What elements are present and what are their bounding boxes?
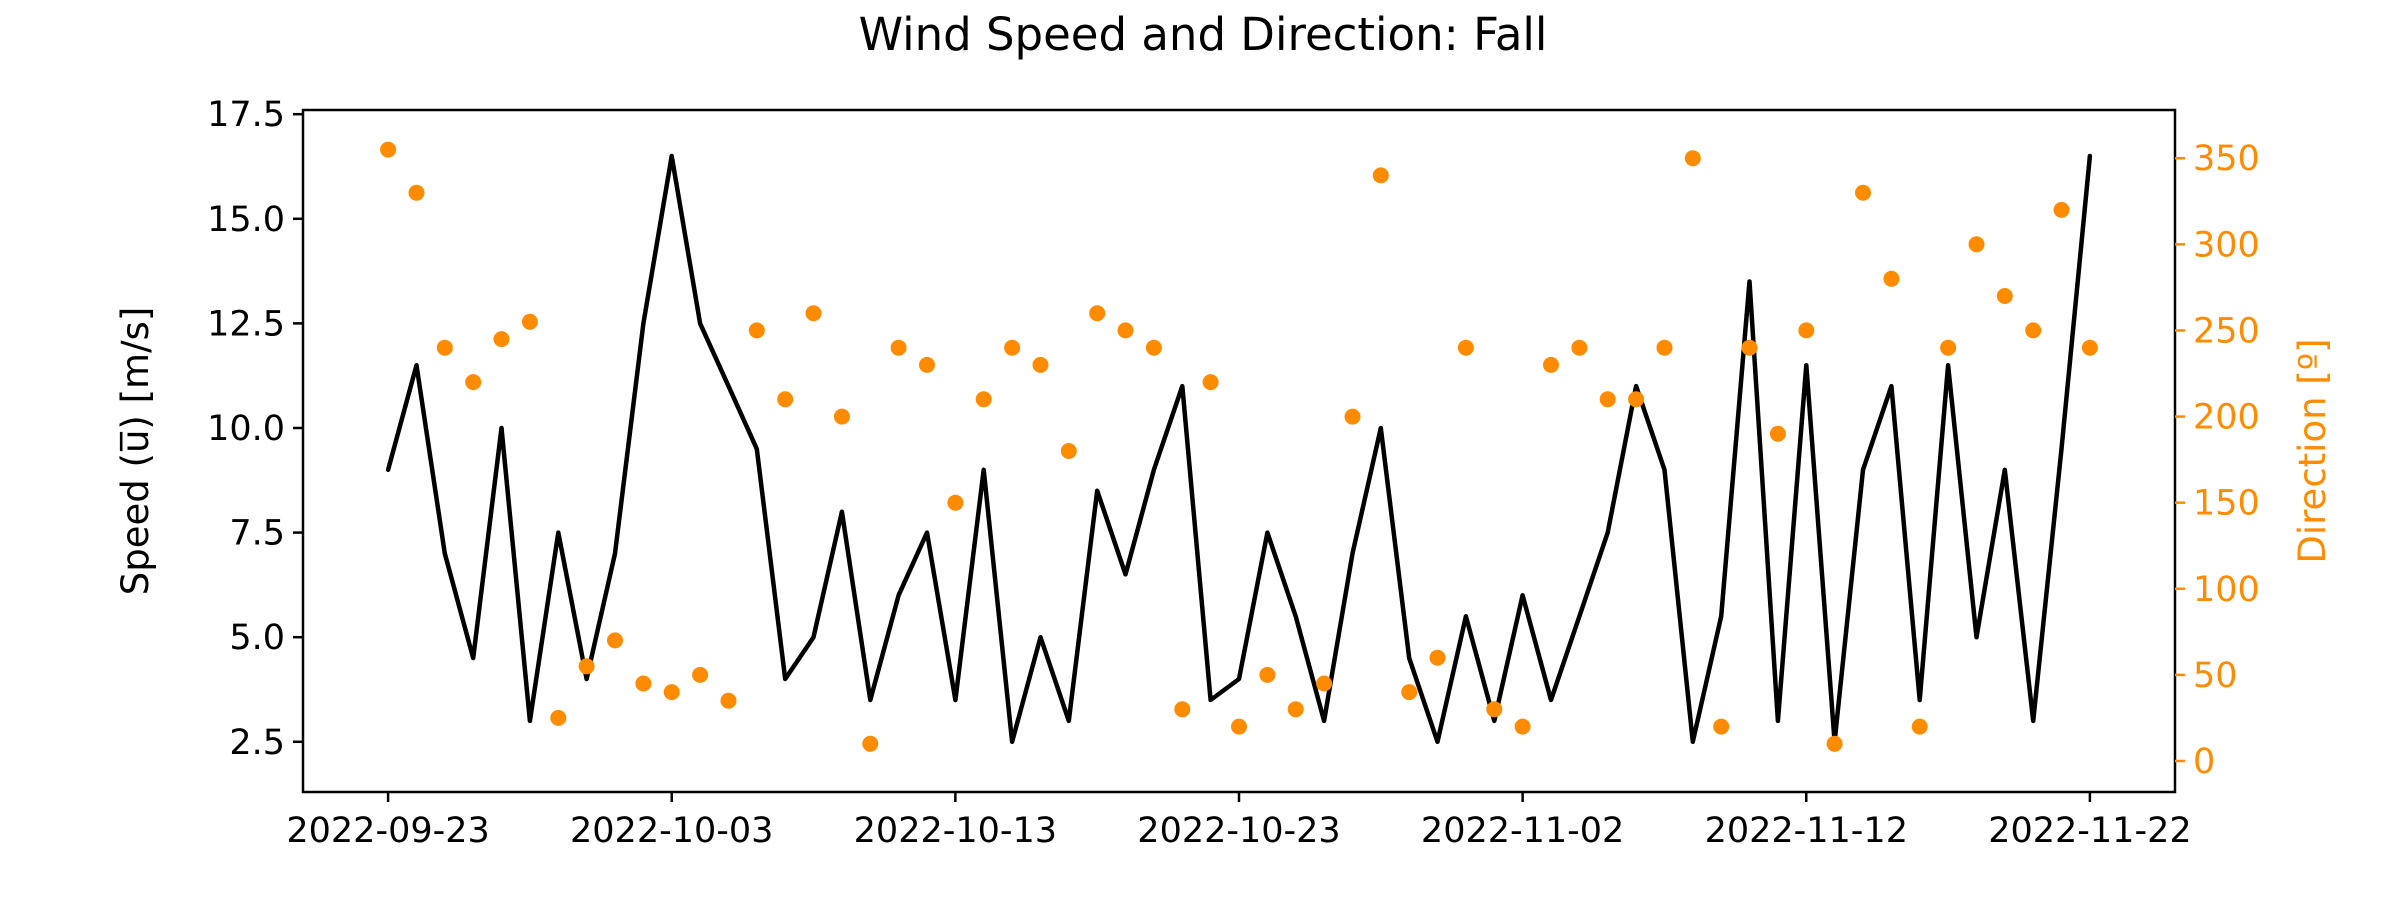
direction-point [1231,718,1247,735]
y-tick-label: 10.0 [207,409,285,449]
y-axis-label: Speed (u̅) [m/s] [114,307,157,595]
y2-axis-label: Direction [º] [2291,338,2334,563]
y2-tick-label: 300 [2193,225,2260,265]
direction-point [805,305,822,322]
direction-point [1174,701,1191,718]
direction-point [1316,675,1333,692]
x-tick-label: 2022-11-12 [1705,811,1908,851]
y-tick-label: 7.5 [229,514,285,554]
right-axis: 0 50 100 150 200 250 300 350 [2175,139,2260,782]
direction-point [436,339,453,356]
x-tick-label: 2022-11-22 [1988,811,2191,851]
direction-point [521,313,538,330]
direction-point [748,322,765,339]
direction-point [1911,718,1928,735]
direction-point [862,735,879,752]
y2-tick-label: 150 [2193,484,2260,524]
left-axis: 2.5 5.0 7.5 10.0 12.5 15.0 17.5 [207,95,303,763]
direction-points [380,141,2098,752]
direction-point [408,184,425,201]
direction-point [1089,305,1106,322]
direction-point [550,709,567,726]
direction-point [607,632,623,649]
direction-point [465,374,482,391]
direction-point [1543,356,1559,373]
direction-point [947,494,964,511]
direction-point [1684,150,1701,167]
direction-point [1599,391,1616,408]
x-tick-label: 2022-11-02 [1421,811,1624,851]
chart-title: Wind Speed and Direction: Fall [859,8,1548,61]
speed-line-layer [385,153,2093,745]
y-tick-label: 12.5 [207,304,285,344]
y-tick-label: 17.5 [207,95,285,135]
direction-point [578,658,595,675]
direction-point [1940,339,1957,356]
direction-point [890,339,907,356]
direction-point [380,141,397,158]
x-tick-label: 2022-10-23 [1137,811,1340,851]
y2-tick-label: 0 [2193,742,2215,782]
direction-point [1656,339,1673,356]
direction-point [493,331,510,348]
direction-point [663,684,680,701]
direction-point [1117,322,1134,339]
direction-point [1883,270,1900,287]
y-tick-label: 15.0 [207,200,285,240]
direction-point [1004,339,1021,356]
direction-point [1826,735,1843,752]
direction-point [1060,443,1077,459]
direction-point [1259,666,1276,683]
direction-point [635,675,652,692]
direction-point [777,391,794,408]
direction-point [1344,408,1361,425]
direction-point [1429,649,1446,666]
speed-series-line [385,153,2093,745]
direction-point [833,408,850,425]
y2-tick-label: 100 [2193,570,2260,610]
direction-point [975,391,992,408]
x-tick-label: 2022-10-13 [854,811,1057,851]
y2-tick-label: 50 [2193,656,2238,696]
direction-point [1996,288,2013,304]
direction-point [1628,391,1645,408]
x-tick-label: 2022-09-23 [286,811,489,851]
direction-point [2053,201,2070,218]
direction-point [1032,356,1049,373]
direction-point [919,356,935,373]
direction-point [1287,701,1304,718]
direction-point [1798,322,1815,339]
direction-point [720,692,737,709]
direction-point [1486,701,1503,718]
direction-point [1202,374,1219,391]
direction-point [1571,339,1588,356]
direction-point [692,666,709,683]
direction-point [1401,684,1418,701]
direction-point [1514,718,1531,735]
y2-tick-label: 350 [2193,139,2260,179]
direction-point [1968,236,1985,253]
direction-point [1741,339,1758,356]
direction-point [2025,322,2042,339]
direction-point [1713,718,1730,735]
direction-point [2081,339,2098,356]
direction-point [1769,425,1786,442]
y-tick-label: 5.0 [229,618,285,658]
plot-frame [301,108,2177,794]
bottom-axis: 2022-09-23 2022-10-03 2022-10-13 2022-10-23… [286,792,2192,851]
y2-tick-label: 250 [2193,311,2260,351]
direction-point [1855,184,1871,201]
y-tick-label: 2.5 [229,723,285,763]
direction-point [1457,339,1474,356]
y2-tick-label: 200 [2193,398,2260,438]
direction-point [1372,167,1389,184]
x-tick-label: 2022-10-03 [570,811,773,851]
direction-point [1145,339,1162,356]
